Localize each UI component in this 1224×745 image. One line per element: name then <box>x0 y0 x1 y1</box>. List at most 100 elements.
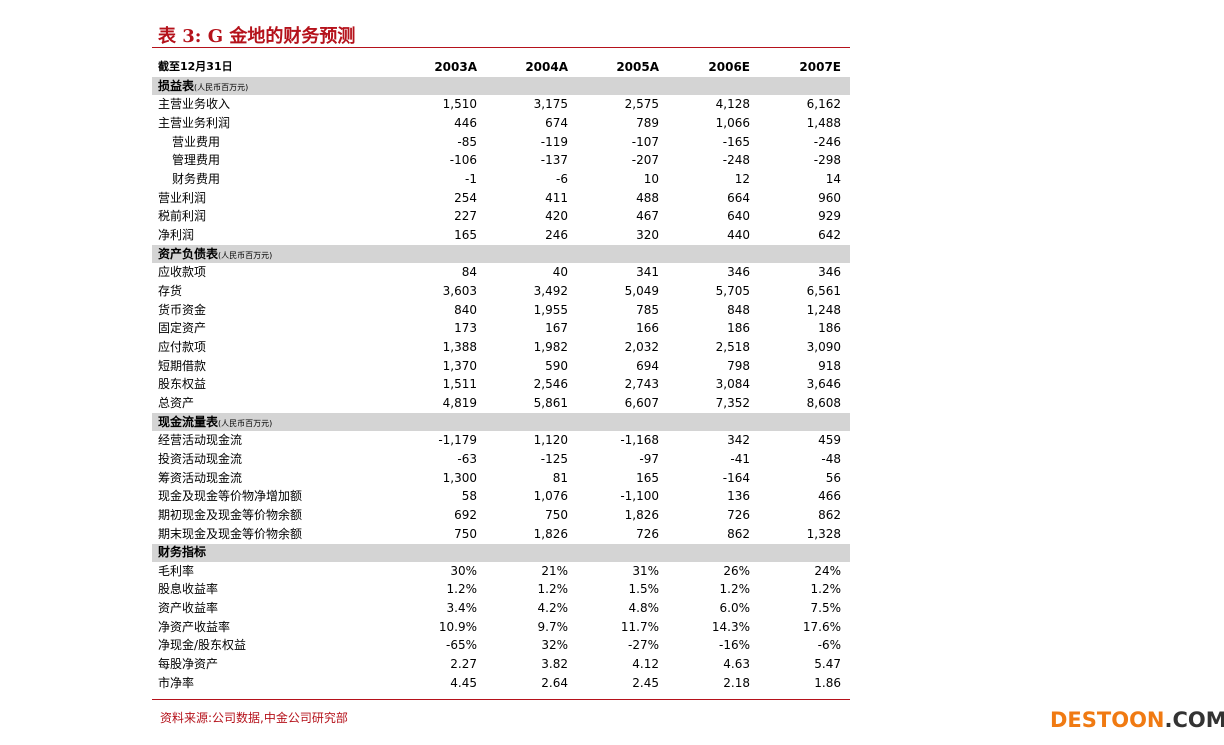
cell-value: 2,575 <box>624 97 659 112</box>
cell-value: -119 <box>540 134 568 149</box>
cell-value: 186 <box>818 321 841 336</box>
cell-value: 789 <box>636 115 659 130</box>
cell-value: 40 <box>552 265 568 280</box>
cell-value: 26% <box>723 563 750 578</box>
row-label: 主营业务收入 <box>158 97 231 112</box>
cell-value: -246 <box>813 134 841 149</box>
row-label: 营业费用 <box>172 134 221 149</box>
cell-value: 227 <box>454 209 477 224</box>
cell-value: 5,049 <box>624 283 659 298</box>
cell-value: 12 <box>734 171 750 186</box>
cell-value: 2.27 <box>450 657 477 672</box>
cell-value: -27% <box>627 638 659 653</box>
cell-value: 246 <box>545 227 568 242</box>
row-label: 筹资活动现金流 <box>158 470 243 485</box>
cell-value: -1,179 <box>438 433 477 448</box>
row-label: 管理费用 <box>172 153 221 168</box>
cell-value: 1,066 <box>715 115 750 130</box>
cell-value: 21% <box>541 563 568 578</box>
cell-value: 664 <box>727 190 750 205</box>
cell-value: 2,546 <box>533 377 568 392</box>
row-label: 营业利润 <box>158 190 207 205</box>
row-label: 应付款项 <box>158 339 207 354</box>
section-band <box>152 543 850 562</box>
row-label: 存货 <box>158 283 183 298</box>
row-label: 税前利润 <box>158 209 207 224</box>
cell-value: 8,608 <box>806 395 841 410</box>
cell-value: 466 <box>818 489 841 504</box>
cell-value: 342 <box>727 433 750 448</box>
cell-value: 4.8% <box>628 601 660 616</box>
cell-value: 785 <box>636 302 659 317</box>
header-cell: 2003A <box>434 60 477 74</box>
cell-value: 440 <box>727 227 750 242</box>
cell-value: -48 <box>821 451 841 466</box>
header-cell: 2005A <box>616 60 659 74</box>
watermark: DESTOON.COM <box>1050 708 1224 732</box>
cell-value: 7.5% <box>810 601 842 616</box>
cell-value: 14 <box>825 171 841 186</box>
cell-value: 7,352 <box>715 395 750 410</box>
cell-value: 24% <box>814 563 841 578</box>
cell-value: 1,511 <box>442 377 477 392</box>
section-title: 财务指标 <box>158 545 207 560</box>
cell-value: 4.2% <box>537 601 569 616</box>
section-band <box>152 413 850 432</box>
cell-value: 642 <box>818 227 841 242</box>
cell-value: 5,705 <box>715 283 750 298</box>
row-label: 股息收益率 <box>158 582 219 597</box>
cell-value: 640 <box>727 209 750 224</box>
cell-value: -248 <box>722 153 750 168</box>
cell-value: 3,084 <box>715 377 750 392</box>
section-unit: (人民币百万元) <box>218 250 273 260</box>
cell-value: 11.7% <box>620 619 659 634</box>
cell-value: 30% <box>450 563 477 578</box>
cell-value: 136 <box>727 489 750 504</box>
row-label: 股东权益 <box>158 377 207 392</box>
cell-value: -41 <box>730 451 750 466</box>
cell-value: 1,388 <box>442 339 477 354</box>
cell-value: 1,120 <box>533 433 568 448</box>
cell-value: 167 <box>545 321 568 336</box>
cell-value: 1.5% <box>628 582 660 597</box>
row-label: 短期借款 <box>158 358 207 373</box>
section-title: 损益表(人民币百万元) <box>158 78 249 93</box>
cell-value: 3.4% <box>446 601 478 616</box>
cell-value: 31% <box>632 563 659 578</box>
row-label: 净利润 <box>158 227 195 242</box>
cell-value: 32% <box>541 638 568 653</box>
cell-value: 2.45 <box>632 675 659 690</box>
cell-value: 3.82 <box>541 657 568 672</box>
cell-value: 17.6% <box>802 619 841 634</box>
cell-value: 692 <box>454 507 477 522</box>
cell-value: 5.47 <box>814 657 841 672</box>
cell-value: 694 <box>636 358 659 373</box>
row-label: 财务费用 <box>172 171 221 186</box>
cell-value: -137 <box>540 153 568 168</box>
table-title: 表 3: G 金地的财务预测 <box>158 26 356 47</box>
cell-value: 1,300 <box>442 470 477 485</box>
cell-value: 2.64 <box>541 675 568 690</box>
cell-value: 5,861 <box>533 395 568 410</box>
cell-value: -6 <box>556 171 568 186</box>
cell-value: 84 <box>461 265 477 280</box>
section-band <box>152 245 850 264</box>
row-label: 净资产收益率 <box>158 619 231 634</box>
cell-value: -298 <box>813 153 841 168</box>
cell-value: 346 <box>818 265 841 280</box>
cell-value: 1,248 <box>806 302 841 317</box>
cell-value: 459 <box>818 433 841 448</box>
rule <box>152 47 850 48</box>
cell-value: 346 <box>727 265 750 280</box>
cell-value: -207 <box>631 153 659 168</box>
row-label: 资产收益率 <box>158 601 219 616</box>
row-label: 主营业务利润 <box>158 115 231 130</box>
row-label: 期初现金及现金等价物余额 <box>158 507 303 522</box>
cell-value: 726 <box>636 526 659 541</box>
cell-value: 1,982 <box>533 339 568 354</box>
section-unit: (人民币百万元) <box>218 418 273 428</box>
cell-value: 446 <box>454 115 477 130</box>
cell-value: 848 <box>727 302 750 317</box>
header-cell: 2007E <box>799 60 841 74</box>
cell-value: 10 <box>643 171 659 186</box>
